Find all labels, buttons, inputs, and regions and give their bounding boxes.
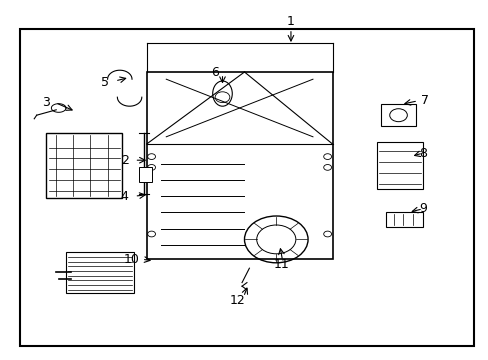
Text: 5: 5 [101,76,109,89]
Bar [46,133,122,198]
Bar [146,72,332,259]
Text: 9: 9 [418,202,426,215]
Text: 7: 7 [421,94,428,107]
Bar [139,167,151,182]
Text: 10: 10 [124,253,140,266]
Bar [381,104,415,126]
Bar [376,142,422,189]
Text: 3: 3 [42,96,50,109]
Text: 1: 1 [286,15,294,28]
Bar [66,252,134,293]
Text: 2: 2 [121,154,128,167]
Bar [20,29,473,346]
Text: 8: 8 [418,147,426,159]
Text: 12: 12 [229,294,244,307]
Text: 4: 4 [121,190,128,203]
Text: 6: 6 [211,66,219,78]
Bar [386,212,422,227]
Text: 11: 11 [273,258,288,271]
